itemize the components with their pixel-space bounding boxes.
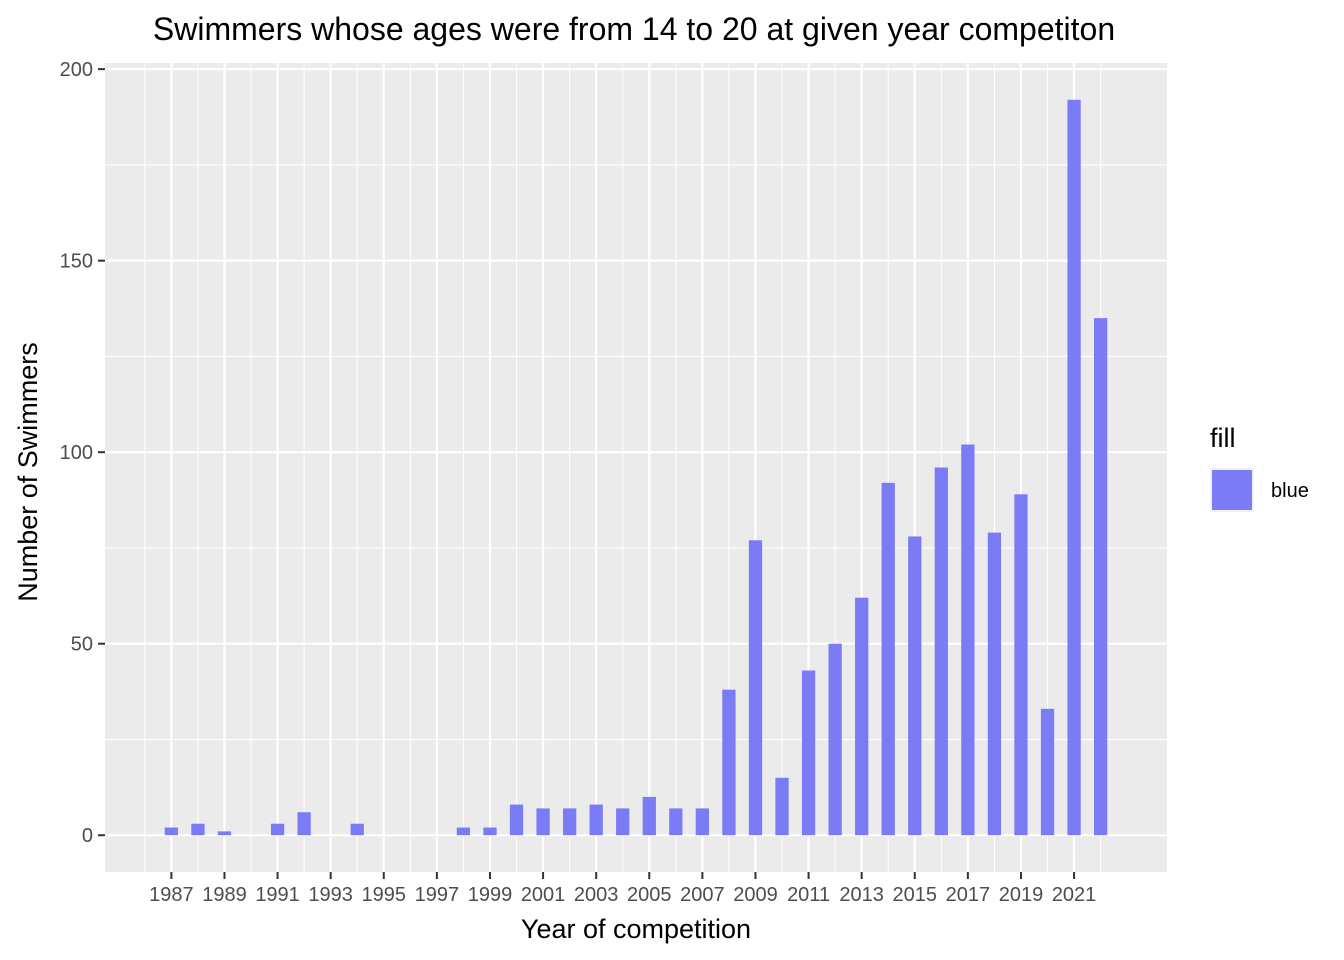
x-axis: 1987 1989 1991 1993 1995 1997 1999 2001 2003 2005… xyxy=(149,872,1096,906)
bar-2016 xyxy=(934,467,948,836)
bar-2005 xyxy=(642,796,656,836)
bar-2003 xyxy=(589,804,603,836)
x-tick-label: 1999 xyxy=(468,884,513,906)
legend-items: blue xyxy=(1210,468,1309,512)
x-tick-label: 1989 xyxy=(202,884,247,906)
bar-2007 xyxy=(695,808,710,836)
x-tick-label: 2011 xyxy=(787,884,830,906)
x-tick-label: 2017 xyxy=(946,884,991,906)
bar-2012 xyxy=(828,643,842,836)
bar-2018 xyxy=(987,532,1002,836)
x-tick-label: 2001 xyxy=(521,884,566,906)
chart-title: Swimmers whose ages were from 14 to 20 a… xyxy=(153,11,1115,47)
bar-2001 xyxy=(536,808,550,836)
x-tick-label: 1993 xyxy=(308,884,353,906)
bar-1987 xyxy=(164,827,179,836)
bar-2010 xyxy=(775,777,789,836)
y-tick-label: 0 xyxy=(82,825,93,847)
bar-1991 xyxy=(270,823,285,836)
bar-2022 xyxy=(1093,318,1108,836)
bar-2009 xyxy=(748,540,763,836)
x-tick-label: 2021 xyxy=(1052,884,1097,906)
y-tick-label: 200 xyxy=(60,59,93,81)
y-axis-title: Number of Swimmers xyxy=(13,342,43,602)
bar-2013 xyxy=(855,597,869,836)
x-tick-label: 1991 xyxy=(255,884,300,906)
legend-label: blue xyxy=(1271,480,1309,502)
x-tick-label: 2007 xyxy=(680,884,725,906)
bar-1998 xyxy=(456,827,471,836)
bar-2011 xyxy=(801,670,816,836)
bar-2020 xyxy=(1040,708,1055,836)
bar-2014 xyxy=(881,482,895,836)
bar-2015 xyxy=(908,536,922,836)
x-axis-title: Year of competition xyxy=(521,914,751,944)
x-tick-label: 1987 xyxy=(149,884,194,906)
y-tick-label: 150 xyxy=(60,251,93,273)
legend: fill blue xyxy=(1210,423,1309,512)
bar-1994 xyxy=(350,823,364,836)
bar-2019 xyxy=(1014,494,1028,836)
plot-panel xyxy=(105,63,1167,872)
x-tick-label: 2009 xyxy=(733,884,778,906)
bar-1992 xyxy=(297,812,311,836)
x-tick-label: 2005 xyxy=(627,884,672,906)
legend-title: fill xyxy=(1210,423,1236,453)
x-tick-label: 2015 xyxy=(893,884,938,906)
legend-key-swatch xyxy=(1212,470,1252,510)
x-tick-label: 2003 xyxy=(574,884,619,906)
y-axis: 0 50 100 150 200 xyxy=(60,59,105,847)
bar-1989 xyxy=(217,831,232,836)
bar-2004 xyxy=(616,808,630,836)
x-tick-label: 1997 xyxy=(415,884,460,906)
bars xyxy=(164,99,1108,836)
x-tick-label: 2013 xyxy=(839,884,884,906)
bar-2006 xyxy=(669,808,683,836)
bar-1988 xyxy=(191,823,205,836)
x-tick-label: 2019 xyxy=(999,884,1044,906)
bar-2017 xyxy=(961,444,975,836)
bar-1999 xyxy=(483,827,497,836)
bar-2021 xyxy=(1067,99,1081,836)
x-tick-label: 1995 xyxy=(362,884,407,906)
bar-2000 xyxy=(509,804,524,836)
y-tick-label: 50 xyxy=(71,634,93,656)
bar-2002 xyxy=(562,808,577,836)
bar-2008 xyxy=(722,689,736,836)
y-tick-label: 100 xyxy=(60,442,93,464)
